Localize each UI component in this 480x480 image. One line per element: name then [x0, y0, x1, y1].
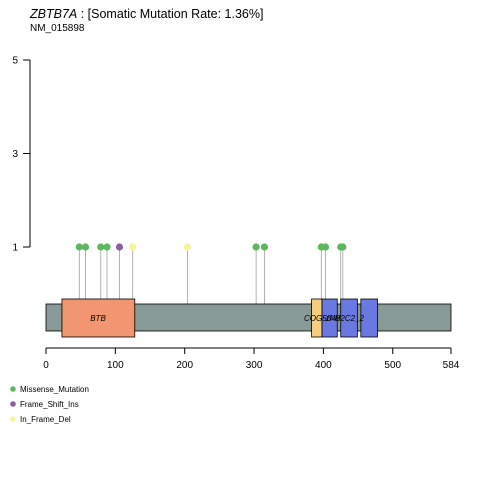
- y-tick-label: 1: [12, 243, 18, 254]
- legend-swatch: [10, 416, 16, 422]
- domain-zf-h2c2_2: [360, 298, 378, 338]
- legend-label: In_Frame_Del: [20, 415, 71, 424]
- y-tick-label: 3: [12, 149, 18, 160]
- domain-label: zf-H2C2_2: [325, 314, 365, 323]
- mutation-point: [183, 243, 192, 251]
- x-axis: 0 100 200 300 400 500 584: [43, 347, 460, 371]
- mutation-point: [115, 243, 124, 251]
- domain-label: COG5048: [304, 314, 341, 323]
- domain-zf-h2c2_2: [321, 298, 338, 338]
- title-rate: : [Somatic Mutation Rate: 1.36%]: [77, 7, 263, 21]
- mutation-point: [103, 243, 111, 251]
- chart-subtitle: NM_015898: [30, 23, 85, 34]
- mutation-point: [129, 243, 137, 251]
- domain-btb: [61, 298, 136, 338]
- domain-label: BTB: [90, 314, 106, 323]
- domain-zf-h2c2_2: [340, 298, 358, 338]
- legend-swatch: [10, 401, 16, 407]
- mutation-point: [81, 243, 90, 251]
- x-tick-label: 200: [176, 360, 193, 371]
- mutation-point: [321, 243, 330, 251]
- chart-title: ZBTB7A : [Somatic Mutation Rate: 1.36%]: [29, 7, 263, 21]
- lollipop-stems: [78, 247, 344, 304]
- mutation-point: [260, 243, 269, 251]
- mutation-point: [252, 243, 260, 251]
- legend: Missense_Mutation Frame_Shift_Ins In_Frame…: [10, 385, 89, 424]
- lollipop-heads: [75, 243, 347, 251]
- mutation-point: [75, 243, 83, 251]
- mutation-point: [339, 243, 347, 251]
- x-tick-label: 584: [443, 360, 460, 371]
- gene-name: ZBTB7A: [29, 7, 77, 21]
- y-axis: 1 3 5: [12, 56, 31, 254]
- mutation-point: [97, 243, 105, 251]
- x-tick-label: 400: [315, 360, 332, 371]
- x-tick-label: 500: [384, 360, 401, 371]
- y-tick-label: 5: [12, 56, 18, 67]
- x-tick-label: 0: [43, 360, 49, 371]
- legend-label: Frame_Shift_Ins: [20, 400, 79, 409]
- legend-swatch: [10, 386, 16, 392]
- x-tick-label: 300: [246, 360, 263, 371]
- legend-label: Missense_Mutation: [20, 385, 89, 394]
- x-tick-label: 100: [107, 360, 124, 371]
